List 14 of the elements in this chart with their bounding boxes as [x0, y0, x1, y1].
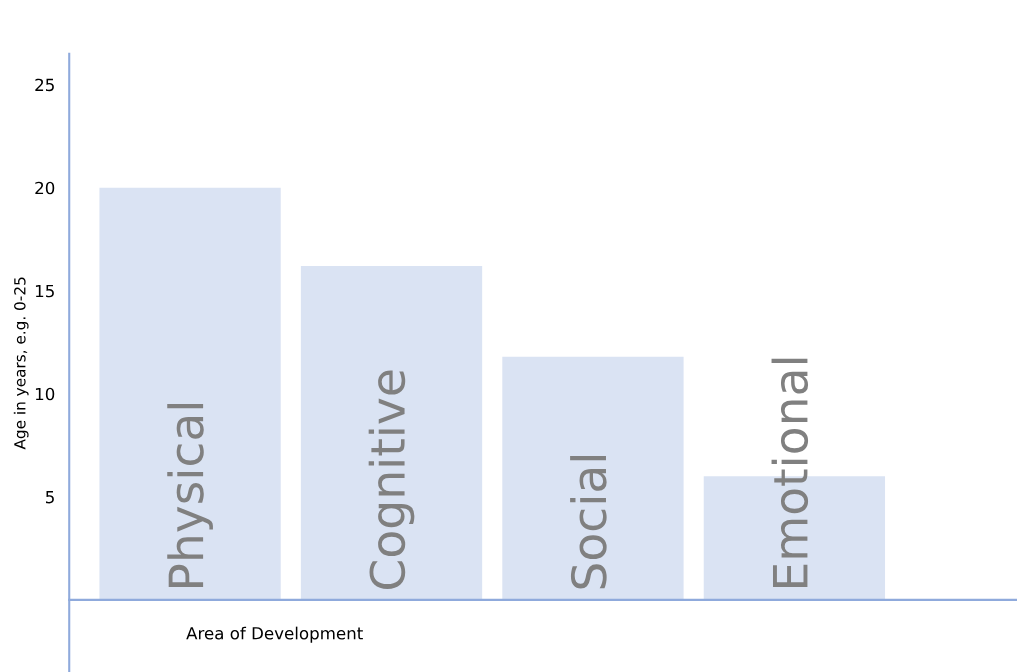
y-tick-label: 20: [35, 181, 55, 195]
x-tick-label: Physical: [167, 403, 213, 587]
y-tick-label: 15: [35, 284, 54, 298]
bar: [502, 356, 684, 600]
x-axis-title: Area of Development: [186, 626, 363, 643]
x-tick-label: Emotional: [771, 358, 809, 587]
y-tick-label: 25: [35, 78, 54, 92]
bar: [99, 187, 281, 600]
y-axis-title: Age in years, e.g. 0-25: [13, 277, 29, 450]
bar: [300, 266, 483, 600]
y-tick-label: 5: [46, 491, 54, 504]
x-tick-label: Cognitive: [368, 370, 415, 589]
x-tick-label: Social: [570, 456, 607, 589]
y-tick-label: 10: [35, 387, 55, 401]
